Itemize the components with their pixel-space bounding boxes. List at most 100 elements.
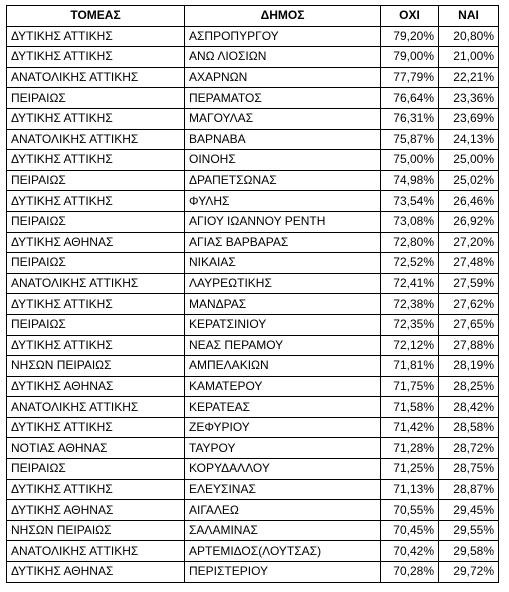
table-row: ΝΗΣΩΝ ΠΕΙΡΑΙΩΣ ΑΜΠΕΛΑΚΙΩΝ 71,81% 28,19% xyxy=(6,355,499,377)
results-table: ΤΟΜΕΑΣ ΔΗΜΟΣ ΟΧΙ ΝΑΙ ΔΥΤΙΚΗΣ ΑΤΤΙΚΗΣ ΑΣΠΡ… xyxy=(6,5,499,583)
cell-no-percent: 70,45% xyxy=(380,519,439,542)
table-row: ΑΝΑΤΟΛΙΚΗΣ ΑΤΤΙΚΗΣ ΑΡΤΕΜΙΔΟΣ(ΛΟΥΤΣΑΣ) 70,4… xyxy=(6,540,499,563)
cell-sector: ΔΥΤΙΚΗΣ ΑΤΤΙΚΗΣ xyxy=(6,478,185,501)
table-row: ΔΥΤΙΚΗΣ ΑΤΤΙΚΗΣ ΑΝΩ ΛΙΟΣΙΩΝ 79,00% 21,00% xyxy=(6,46,499,68)
cell-no-percent: 71,25% xyxy=(380,458,439,480)
cell-no-percent: 71,28% xyxy=(380,437,439,460)
table-row: ΔΥΤΙΚΗΣ ΑΤΤΙΚΗΣ ΖΕΦΥΡΙΟΥ 71,42% 28,58% xyxy=(6,416,499,439)
table-row: ΔΥΤΙΚΗΣ ΑΤΤΙΚΗΣ ΜΑΝΔΡΑΣ 72,38% 27,62% xyxy=(6,293,499,315)
table-row: ΑΝΑΤΟΛΙΚΗΣ ΑΤΤΙΚΗΣ ΛΑΥΡΕΩΤΙΚΗΣ 72,41% 27,59… xyxy=(6,272,499,295)
cell-yes-percent: 22,21% xyxy=(438,66,499,89)
table-row: ΔΥΤΙΚΗΣ ΑΘΗΝΑΣ ΑΙΓΑΛΕΩ 70,55% 29,45% xyxy=(6,499,499,521)
cell-municipality: ΑΝΩ ΛΙΟΣΙΩΝ xyxy=(184,46,381,68)
cell-yes-percent: 29,55% xyxy=(438,519,499,542)
cell-no-percent: 76,31% xyxy=(380,107,439,130)
header-municipality: ΔΗΜΟΣ xyxy=(184,5,381,27)
cell-yes-percent: 28,42% xyxy=(438,396,499,418)
cell-yes-percent: 27,65% xyxy=(438,313,499,336)
cell-sector: ΠΕΙΡΑΙΩΣ xyxy=(6,252,185,274)
cell-no-percent: 74,98% xyxy=(380,169,439,192)
cell-no-percent: 71,13% xyxy=(380,478,439,501)
cell-sector: ΠΕΙΡΑΙΩΣ xyxy=(6,210,185,233)
cell-no-percent: 72,12% xyxy=(380,334,439,357)
cell-municipality: ΝΕΑΣ ΠΕΡΑΜΟΥ xyxy=(184,334,381,357)
cell-yes-percent: 26,92% xyxy=(438,210,499,233)
cell-no-percent: 72,80% xyxy=(380,231,439,254)
cell-yes-percent: 28,87% xyxy=(438,478,499,501)
header-yes: ΝΑΙ xyxy=(438,5,499,27)
cell-no-percent: 70,42% xyxy=(380,540,439,563)
cell-sector: ΠΕΙΡΑΙΩΣ xyxy=(6,313,185,336)
cell-sector: ΑΝΑΤΟΛΙΚΗΣ ΑΤΤΙΚΗΣ xyxy=(6,272,185,295)
cell-no-percent: 79,00% xyxy=(380,46,439,68)
cell-municipality: ΚΟΡΥΔΑΛΛΟΥ xyxy=(184,458,381,480)
cell-municipality: ΑΙΓΑΛΕΩ xyxy=(184,499,381,521)
cell-yes-percent: 25,02% xyxy=(438,169,499,192)
cell-sector: ΔΥΤΙΚΗΣ ΑΘΗΝΑΣ xyxy=(6,231,185,254)
cell-sector: ΠΕΙΡΑΙΩΣ xyxy=(6,87,185,109)
cell-no-percent: 77,79% xyxy=(380,66,439,89)
table-row: ΠΕΙΡΑΙΩΣ ΔΡΑΠΕΤΣΩΝΑΣ 74,98% 25,02% xyxy=(6,169,499,192)
table-row: ΑΝΑΤΟΛΙΚΗΣ ΑΤΤΙΚΗΣ ΚΕΡΑΤΕΑΣ 71,58% 28,42% xyxy=(6,396,499,418)
cell-municipality: ΑΓΙΟΥ ΙΩΑΝΝΟΥ ΡΕΝΤΗ xyxy=(184,210,381,233)
cell-no-percent: 72,52% xyxy=(380,252,439,274)
table-row: ΑΝΑΤΟΛΙΚΗΣ ΑΤΤΙΚΗΣ ΒΑΡΝΑΒΑ 75,87% 24,13% xyxy=(6,128,499,151)
cell-sector: ΔΥΤΙΚΗΣ ΑΘΗΝΑΣ xyxy=(6,375,185,398)
cell-yes-percent: 20,80% xyxy=(438,25,499,48)
table-row: ΔΥΤΙΚΗΣ ΑΘΗΝΑΣ ΠΕΡΙΣΤΕΡΙΟΥ 70,28% 29,72% xyxy=(6,561,499,583)
cell-municipality: ΕΛΕΥΣΙΝΑΣ xyxy=(184,478,381,501)
cell-municipality: ΣΑΛΑΜΙΝΑΣ xyxy=(184,519,381,542)
table-row: ΑΝΑΤΟΛΙΚΗΣ ΑΤΤΙΚΗΣ ΑΧΑΡΝΩΝ 77,79% 22,21% xyxy=(6,66,499,89)
cell-municipality: ΤΑΥΡΟΥ xyxy=(184,437,381,460)
cell-municipality: ΑΧΑΡΝΩΝ xyxy=(184,66,381,89)
cell-yes-percent: 27,20% xyxy=(438,231,499,254)
cell-no-percent: 72,38% xyxy=(380,293,439,315)
cell-yes-percent: 29,58% xyxy=(438,540,499,563)
cell-yes-percent: 23,36% xyxy=(438,87,499,109)
cell-municipality: ΠΕΡΑΜΑΤΟΣ xyxy=(184,87,381,109)
table-row: ΠΕΙΡΑΙΩΣ ΠΕΡΑΜΑΤΟΣ 76,64% 23,36% xyxy=(6,87,499,109)
cell-no-percent: 75,87% xyxy=(380,128,439,151)
cell-sector: ΔΥΤΙΚΗΣ ΑΤΤΙΚΗΣ xyxy=(6,416,185,439)
cell-sector: ΔΥΤΙΚΗΣ ΑΤΤΙΚΗΣ xyxy=(6,190,185,212)
cell-yes-percent: 27,62% xyxy=(438,293,499,315)
table-row: ΔΥΤΙΚΗΣ ΑΤΤΙΚΗΣ ΑΣΠΡΟΠΥΡΓΟΥ 79,20% 20,80% xyxy=(6,25,499,48)
cell-yes-percent: 21,00% xyxy=(438,46,499,68)
cell-municipality: ΜΑΓΟΥΛΑΣ xyxy=(184,107,381,130)
cell-no-percent: 79,20% xyxy=(380,25,439,48)
cell-municipality: ΚΕΡΑΤΕΑΣ xyxy=(184,396,381,418)
cell-yes-percent: 23,69% xyxy=(438,107,499,130)
cell-municipality: ΛΑΥΡΕΩΤΙΚΗΣ xyxy=(184,272,381,295)
table-row: ΔΥΤΙΚΗΣ ΑΤΤΙΚΗΣ ΟΙΝΟΗΣ 75,00% 25,00% xyxy=(6,149,499,171)
cell-no-percent: 71,81% xyxy=(380,355,439,377)
table-row: ΔΥΤΙΚΗΣ ΑΤΤΙΚΗΣ ΕΛΕΥΣΙΝΑΣ 71,13% 28,87% xyxy=(6,478,499,501)
table-row: ΝΟΤΙΑΣ ΑΘΗΝΑΣ ΤΑΥΡΟΥ 71,28% 28,72% xyxy=(6,437,499,460)
table-row: ΔΥΤΙΚΗΣ ΑΤΤΙΚΗΣ ΝΕΑΣ ΠΕΡΑΜΟΥ 72,12% 27,88% xyxy=(6,334,499,357)
table-row: ΔΥΤΙΚΗΣ ΑΘΗΝΑΣ ΑΓΙΑΣ ΒΑΡΒΑΡΑΣ 72,80% 27,20% xyxy=(6,231,499,254)
header-row: ΤΟΜΕΑΣ ΔΗΜΟΣ ΟΧΙ ΝΑΙ xyxy=(6,5,499,27)
cell-no-percent: 73,54% xyxy=(380,190,439,212)
cell-municipality: ΦΥΛΗΣ xyxy=(184,190,381,212)
cell-sector: ΔΥΤΙΚΗΣ ΑΤΤΙΚΗΣ xyxy=(6,107,185,130)
table-row: ΠΕΙΡΑΙΩΣ ΑΓΙΟΥ ΙΩΑΝΝΟΥ ΡΕΝΤΗ 73,08% 26,92% xyxy=(6,210,499,233)
table-row: ΠΕΙΡΑΙΩΣ ΚΟΡΥΔΑΛΛΟΥ 71,25% 28,75% xyxy=(6,458,499,480)
cell-yes-percent: 26,46% xyxy=(438,190,499,212)
cell-yes-percent: 24,13% xyxy=(438,128,499,151)
cell-sector: ΔΥΤΙΚΗΣ ΑΤΤΙΚΗΣ xyxy=(6,149,185,171)
cell-municipality: ΚΑΜΑΤΕΡΟΥ xyxy=(184,375,381,398)
cell-sector: ΔΥΤΙΚΗΣ ΑΘΗΝΑΣ xyxy=(6,499,185,521)
cell-no-percent: 71,42% xyxy=(380,416,439,439)
cell-sector: ΝΗΣΩΝ ΠΕΙΡΑΙΩΣ xyxy=(6,355,185,377)
table-row: ΠΕΙΡΑΙΩΣ ΚΕΡΑΤΣΙΝΙΟΥ 72,35% 27,65% xyxy=(6,313,499,336)
cell-no-percent: 70,28% xyxy=(380,561,439,583)
cell-municipality: ΑΜΠΕΛΑΚΙΩΝ xyxy=(184,355,381,377)
cell-sector: ΔΥΤΙΚΗΣ ΑΤΤΙΚΗΣ xyxy=(6,334,185,357)
table-row: ΔΥΤΙΚΗΣ ΑΤΤΙΚΗΣ ΜΑΓΟΥΛΑΣ 76,31% 23,69% xyxy=(6,107,499,130)
table-header: ΤΟΜΕΑΣ ΔΗΜΟΣ ΟΧΙ ΝΑΙ xyxy=(6,5,499,27)
cell-municipality: ΒΑΡΝΑΒΑ xyxy=(184,128,381,151)
cell-sector: ΔΥΤΙΚΗΣ ΑΤΤΙΚΗΣ xyxy=(6,25,185,48)
cell-municipality: ΖΕΦΥΡΙΟΥ xyxy=(184,416,381,439)
cell-no-percent: 75,00% xyxy=(380,149,439,171)
cell-no-percent: 72,41% xyxy=(380,272,439,295)
